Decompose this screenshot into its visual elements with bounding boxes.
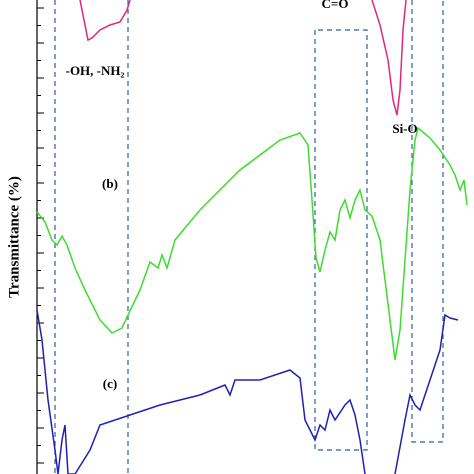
annotation: (b) [102, 176, 118, 191]
axis-ticks [37, 7, 44, 464]
annotation: -OH, -NH₂ [66, 63, 125, 78]
annotation: C=O [322, 0, 349, 11]
annotation: Si-O [392, 121, 417, 136]
y-axis-label: Transmittance (%) [6, 176, 22, 298]
region-box [411, 0, 444, 443]
annotation: (c) [103, 376, 117, 391]
spectrum-line [36, 126, 468, 361]
spectrum-line [79, 0, 407, 116]
region-box [314, 29, 368, 451]
region-box [54, 0, 129, 474]
spectrum-line [36, 309, 459, 474]
